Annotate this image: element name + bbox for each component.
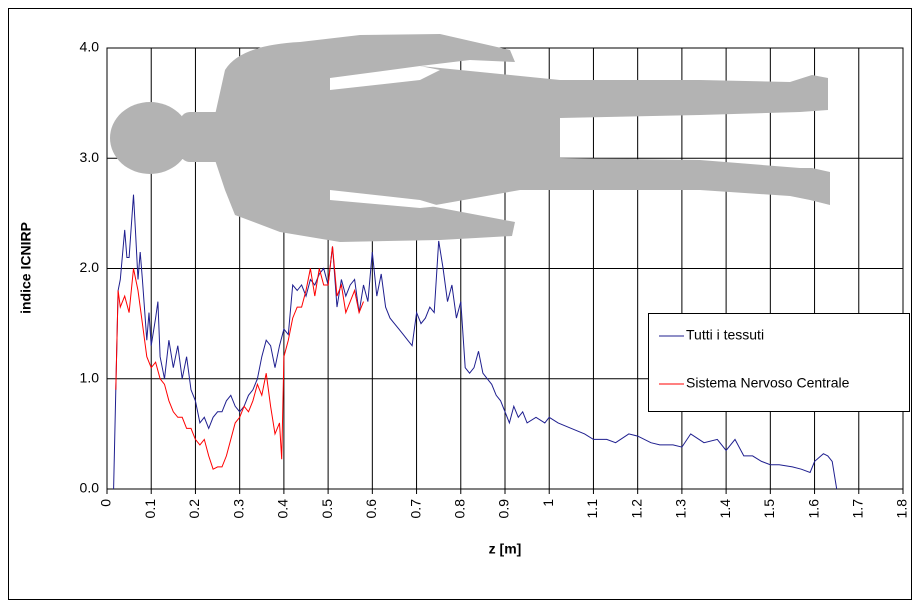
y-tick-label: 4.0 [80,39,100,55]
legend-label: Sistema Nervoso Centrale [686,375,850,391]
x-tick-label: 1.3 [673,499,689,519]
x-tick-label: 0.6 [363,499,379,519]
y-tick-label: 0.0 [80,480,100,496]
x-tick-label: 1.4 [717,499,733,519]
y-axis-label: indice ICNIRP [18,222,34,314]
y-tick-label: 3.0 [80,149,100,165]
plot-area [113,194,838,490]
human-silhouette [110,34,830,242]
x-tick-label: 0.7 [407,499,423,519]
x-tick-label: 1.8 [894,499,910,519]
series-line [115,246,364,470]
x-tick-label: 0.5 [319,499,335,519]
x-tick-label: 1.7 [849,499,865,519]
x-tick-label: 0.9 [496,499,512,519]
x-tick-label: 0.1 [142,499,158,519]
x-tick-label: 0.2 [186,499,202,519]
x-tick-label: 1 [540,499,556,507]
x-tick-label: 1.1 [584,499,600,519]
x-tick-label: 0 [98,499,114,507]
x-tick-label: 1.2 [628,499,644,519]
y-tick-label: 1.0 [80,369,100,385]
x-tick-label: 0.8 [451,499,467,519]
x-tick-label: 1.5 [761,499,777,519]
series-line [113,194,838,490]
x-tick-label: 0.3 [230,499,246,519]
x-tick-label: 1.6 [805,499,821,519]
legend-box [648,313,910,412]
x-tick-label: 0.4 [275,499,291,519]
legend-label: Tutti i tessuti [686,327,764,343]
x-axis-label: z [m] [489,541,522,557]
y-tick-label: 2.0 [80,259,100,275]
